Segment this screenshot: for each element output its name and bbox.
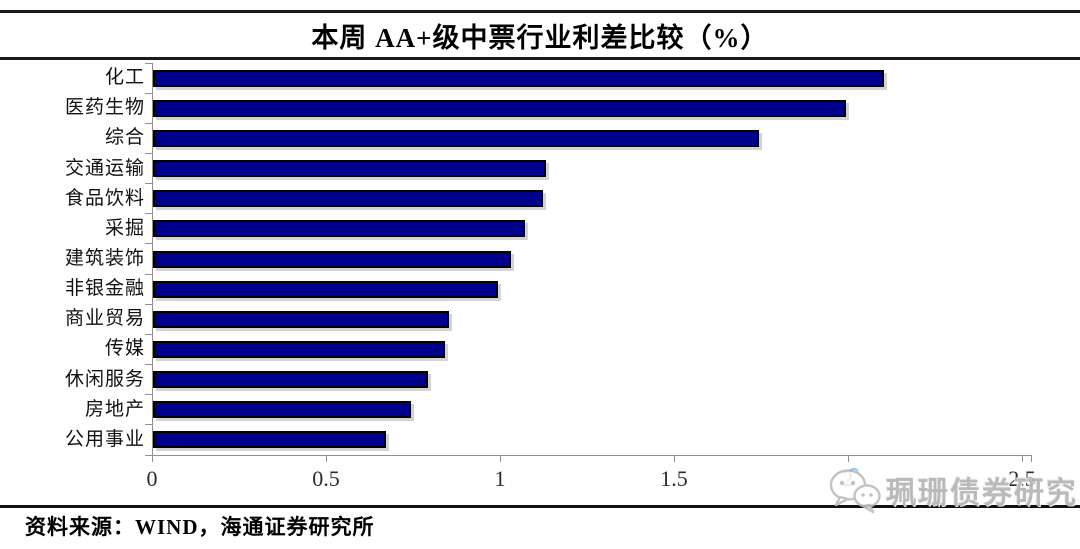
bar — [153, 129, 759, 147]
watermark: 珮珊债券研究 — [826, 464, 1078, 516]
x-axis-line — [146, 455, 1032, 456]
category-label: 采掘 — [104, 217, 145, 239]
y-axis-tick — [145, 183, 152, 185]
category-label: 交通运输 — [64, 157, 145, 179]
y-axis-tick — [145, 394, 152, 396]
x-axis-tick — [674, 455, 675, 462]
y-axis-tick — [145, 243, 152, 245]
bar — [153, 310, 449, 328]
y-axis-tick — [145, 122, 152, 124]
footer-divider-line — [0, 505, 1080, 508]
y-axis-tick — [145, 303, 152, 305]
bar — [153, 280, 498, 298]
y-axis-tick — [145, 364, 152, 366]
bar — [153, 250, 511, 268]
y-axis-tick — [145, 213, 152, 215]
category-label: 非银金融 — [64, 278, 145, 300]
bar — [153, 401, 411, 419]
bar — [153, 220, 525, 238]
source-note: 资料来源：WIND，海通证券研究所 — [25, 515, 375, 539]
watermark-text: 珮珊债券研究 — [886, 477, 1078, 510]
x-axis-tick — [326, 455, 327, 462]
category-label: 休闲服务 — [64, 368, 145, 390]
y-axis-tick — [145, 333, 152, 335]
category-label: 公用事业 — [64, 428, 145, 450]
y-axis-line — [152, 63, 153, 462]
bar — [153, 371, 428, 389]
x-axis-tick-label: 2.5 — [1008, 466, 1036, 491]
category-label: 商业贸易 — [64, 308, 145, 330]
bar — [153, 190, 543, 208]
x-axis-tick — [500, 455, 501, 462]
y-axis-tick — [145, 62, 152, 64]
category-label: 传媒 — [104, 338, 145, 360]
x-axis-tick-label: 1 — [494, 466, 506, 491]
bar — [153, 69, 884, 87]
x-axis-tick — [1022, 455, 1023, 462]
bar — [153, 340, 445, 358]
x-axis-tick-label: 1.5 — [660, 466, 688, 491]
category-label: 化工 — [104, 67, 145, 89]
bar — [153, 99, 846, 117]
y-axis-tick — [145, 152, 152, 154]
category-label: 建筑装饰 — [64, 248, 145, 269]
bar — [153, 160, 546, 178]
y-axis-tick — [145, 454, 152, 456]
x-axis-end-tick — [1031, 455, 1032, 462]
y-axis-tick — [145, 424, 152, 426]
y-axis-tick — [145, 92, 152, 94]
x-axis-tick — [152, 455, 153, 462]
x-axis-tick-label: 0 — [146, 466, 158, 491]
chart-title: 本周 AA+级中票行业利差比较（%） — [311, 22, 769, 53]
wechat-icon — [829, 468, 881, 514]
category-label: 医药生物 — [64, 97, 145, 119]
y-axis-tick — [145, 273, 152, 275]
category-label: 食品饮料 — [64, 187, 145, 209]
x-axis-tick — [848, 455, 849, 462]
bar — [153, 431, 386, 449]
chart-title-band: 本周 AA+级中票行业利差比较（%） — [0, 10, 1080, 60]
x-axis-tick-label: 0.5 — [312, 466, 340, 491]
category-label: 房地产 — [84, 398, 145, 420]
category-label: 综合 — [104, 127, 145, 149]
